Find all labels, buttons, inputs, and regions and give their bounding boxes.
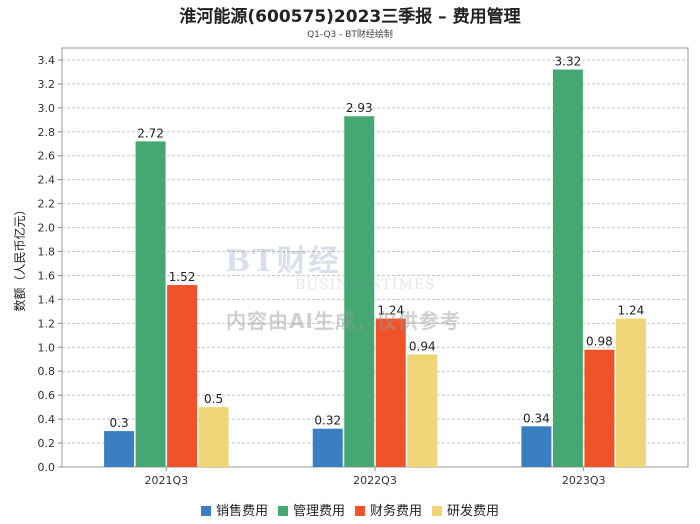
data-label: 1.24 xyxy=(377,304,404,318)
y-tick-label: 2.4 xyxy=(38,174,56,187)
y-tick-label: 1.0 xyxy=(38,341,56,354)
legend-label: 研发费用 xyxy=(447,504,500,519)
bar xyxy=(521,426,552,467)
watermark-note: 内容由AI生成，仅供参考 xyxy=(226,309,461,333)
legend-item: 管理费用 xyxy=(277,500,345,519)
bar xyxy=(135,141,166,467)
data-label: 2.72 xyxy=(137,126,164,140)
y-tick-label: 2.8 xyxy=(38,126,56,139)
legend-swatch xyxy=(277,506,288,516)
data-label: 0.94 xyxy=(409,339,436,353)
legend-label: 销售费用 xyxy=(215,504,268,519)
x-tick-label: 2022Q3 xyxy=(353,474,397,487)
y-tick-label: 1.8 xyxy=(38,246,56,259)
data-label: 3.32 xyxy=(555,55,582,69)
bar xyxy=(198,407,229,467)
y-tick-label: 0.6 xyxy=(38,389,56,402)
y-tick-label: 3.2 xyxy=(38,78,56,91)
legend-item: 研发费用 xyxy=(432,500,499,519)
y-axis-label: 数额（人民币亿元） xyxy=(12,203,27,311)
plot-area xyxy=(61,47,689,468)
y-tick-label: 0.2 xyxy=(38,437,56,450)
y-tick-label: 0.8 xyxy=(38,365,56,378)
legend-label: 财务费用 xyxy=(370,504,423,519)
y-tick-label: 0.4 xyxy=(38,413,56,426)
bar xyxy=(344,116,375,467)
legend-swatch xyxy=(355,506,365,516)
data-label: 2.93 xyxy=(346,101,373,115)
bar xyxy=(584,349,615,467)
y-tick-label: 1.4 xyxy=(38,293,56,306)
bar-chart: 0.0 0.2 0.4 0.6 0.8 1.0 1.2 1.4 1.6 1.8 2.0 2.2 2.4 2… xyxy=(12,47,689,487)
bar xyxy=(104,431,135,467)
legend-item: 财务费用 xyxy=(355,500,422,519)
data-label: 1.24 xyxy=(618,304,645,318)
y-tick-label: 1.6 xyxy=(38,269,56,282)
x-tick-label: 2023Q3 xyxy=(562,474,606,487)
x-tick-label: 2021Q3 xyxy=(145,474,189,487)
data-label: 1.52 xyxy=(169,270,196,284)
bar xyxy=(167,285,198,467)
y-tick-label: 1.2 xyxy=(38,317,56,330)
legend-label: 管理费用 xyxy=(292,504,345,519)
y-tick-label: 2.0 xyxy=(38,222,56,235)
chart-legend: 销售费用 管理费用 财务费用 研发费用 xyxy=(0,500,700,519)
y-tick-label: 2.2 xyxy=(38,198,56,211)
chart-subtitle: Q1-Q3 - BT财经绘制 xyxy=(307,30,393,40)
bar xyxy=(615,318,646,467)
bar xyxy=(312,428,343,467)
y-tick-label: 3.0 xyxy=(38,102,56,115)
data-label: 0.32 xyxy=(314,414,341,428)
bar xyxy=(552,69,583,467)
y-tick-label: 0.0 xyxy=(38,461,56,474)
chart-title: 淮河能源(600575)2023三季报 – 费用管理 xyxy=(179,7,521,27)
data-label: 0.5 xyxy=(204,392,223,406)
bar xyxy=(375,318,406,467)
y-tick-label: 3.4 xyxy=(38,54,56,67)
data-label: 0.3 xyxy=(110,416,129,430)
legend-swatch xyxy=(200,506,211,516)
legend-item: 销售费用 xyxy=(200,500,268,519)
data-label: 0.98 xyxy=(586,335,613,349)
bar xyxy=(407,354,438,467)
data-label: 0.34 xyxy=(523,411,550,425)
legend-swatch xyxy=(432,506,443,516)
y-tick-label: 2.6 xyxy=(38,150,56,163)
